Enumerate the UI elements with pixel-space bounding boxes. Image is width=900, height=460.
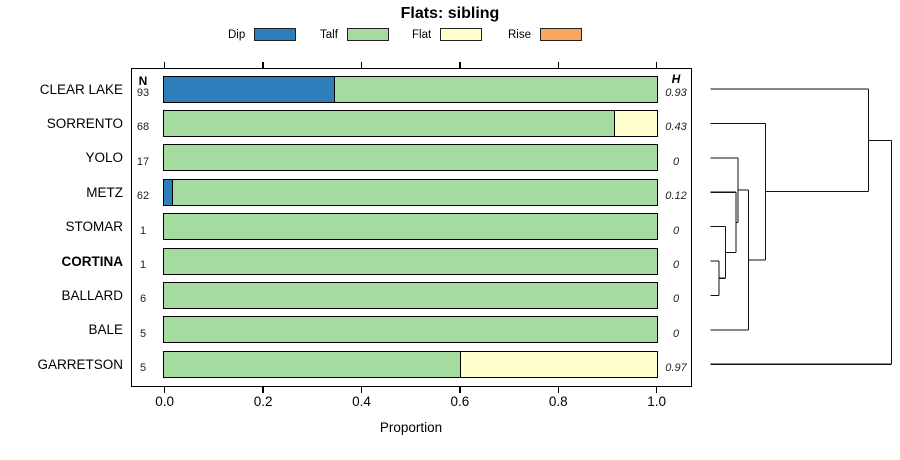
axis-tick-top	[459, 61, 461, 68]
bar-segment-flat	[460, 351, 658, 377]
row-label: GARRETSON	[37, 356, 123, 372]
n-value: 5	[139, 362, 147, 375]
n-value: 1	[139, 259, 147, 271]
legend-label: Dip	[228, 28, 246, 41]
h-value: 0	[672, 224, 680, 237]
n-value: 93	[136, 87, 150, 99]
legend-swatch-flat-icon	[440, 28, 483, 41]
axis-tick-top	[360, 61, 363, 68]
bar-segment-flat	[613, 110, 658, 136]
row-label: YOLO	[85, 150, 123, 166]
legend-item-talf: Talf	[320, 27, 389, 42]
stacked-bar	[163, 109, 659, 137]
row-label: STOMAR	[65, 219, 123, 235]
n-value: 68	[136, 121, 150, 134]
axis-tick-bottom	[655, 386, 658, 394]
stacked-bar	[163, 178, 659, 206]
chart-title: Flats: sibling	[400, 5, 500, 22]
x-axis-title: Proportion	[379, 420, 443, 435]
bar-segment-talf	[164, 282, 658, 308]
stacked-bar	[163, 75, 659, 103]
h-value: 0.43	[665, 121, 687, 134]
axis-tick-label: 0.2	[253, 394, 273, 409]
h-value: 0	[672, 155, 680, 168]
bar-segment-talf	[333, 76, 658, 102]
row-label: SORRENTO	[46, 115, 123, 131]
axis-tick-bottom	[557, 386, 560, 394]
row-label: BALLARD	[61, 287, 123, 303]
stacked-bar	[163, 247, 659, 275]
h-value: 0	[672, 327, 680, 340]
axis-tick-top	[557, 61, 560, 68]
axis-tick-label: 1.0	[647, 394, 667, 409]
axis-tick-bottom	[262, 386, 264, 394]
row-label: BALE	[88, 322, 123, 338]
axis-tick-bottom	[459, 386, 461, 394]
bar-segment-talf	[164, 248, 658, 274]
n-value: 17	[136, 155, 150, 168]
bar-segment-talf	[164, 145, 658, 171]
legend-label: Talf	[320, 28, 338, 41]
bar-segment-talf	[171, 179, 658, 205]
n-column-header: N	[138, 74, 148, 88]
legend-label: Flat	[412, 28, 432, 41]
axis-tick-label: 0.8	[548, 394, 568, 409]
h-column-header: H	[671, 72, 681, 86]
legend-item-dip: Dip	[228, 27, 297, 42]
bar-segment-talf	[164, 110, 614, 136]
legend-swatch-dip-icon	[254, 28, 297, 41]
n-value: 1	[139, 224, 147, 237]
stacked-bar	[163, 144, 659, 172]
legend-label: Rise	[508, 28, 532, 41]
legend-item-flat: Flat	[412, 27, 483, 42]
axis-tick-label: 0.0	[155, 394, 175, 409]
h-value: 0	[672, 259, 680, 271]
h-value: 0	[672, 293, 680, 306]
stacked-bar	[163, 281, 659, 309]
h-value: 0.12	[665, 190, 687, 203]
legend: Dip Talf Flat Rise	[0, 27, 900, 42]
axis-tick-bottom	[163, 386, 166, 394]
bar-segment-dip	[164, 179, 172, 205]
axis-tick-bottom	[360, 386, 363, 394]
row-label: CORTINA	[61, 253, 124, 269]
n-value: 5	[139, 327, 147, 340]
h-value: 0.93	[665, 87, 687, 99]
stacked-bar	[163, 213, 659, 241]
bar-segment-talf	[164, 351, 460, 377]
h-value: 0.97	[665, 362, 687, 375]
axis-tick-top	[163, 61, 166, 68]
stacked-bar	[163, 350, 659, 378]
axis-tick-top	[262, 61, 264, 68]
row-label: METZ	[86, 184, 123, 200]
axis-tick-top	[655, 61, 658, 68]
bar-segment-dip	[164, 76, 334, 102]
n-value: 6	[139, 293, 147, 306]
axis-tick-label: 0.4	[352, 394, 371, 409]
legend-swatch-rise-icon	[540, 28, 583, 41]
n-value: 62	[136, 190, 150, 203]
legend-item-rise: Rise	[508, 27, 583, 42]
bar-segment-talf	[164, 317, 658, 343]
bar-segment-talf	[164, 214, 658, 240]
axis-tick-label: 0.6	[450, 394, 470, 409]
stacked-bar	[163, 316, 659, 344]
row-label: CLEAR LAKE	[39, 81, 123, 97]
legend-swatch-talf-icon	[346, 28, 389, 41]
